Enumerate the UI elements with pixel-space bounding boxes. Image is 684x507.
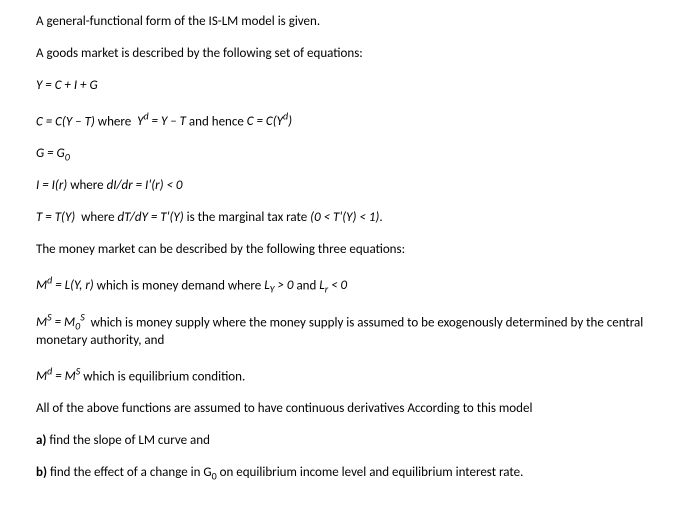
document-body: A general-functional form of the IS-LM m…: [0, 0, 684, 507]
equation-i: I = I(r) where dI/dr = I'(r) < 0: [36, 178, 648, 195]
equation-ms: MS = M0S which is money supply where the…: [36, 311, 648, 350]
equation-c: C = C(Y – T) where Yd = Y – T and hence …: [36, 110, 648, 131]
equation-t: T = T(Y) where dT/dY = T'(Y) is the marg…: [36, 210, 648, 227]
equation-y: Y = C + I + G: [36, 78, 648, 95]
para-assumption: All of the above functions are assumed t…: [36, 401, 648, 418]
para-money-market-intro: The money market can be described by the…: [36, 242, 648, 259]
para-intro: A general-functional form of the IS-LM m…: [36, 14, 648, 31]
equation-md: Md = L(Y, r) which is money demand where…: [36, 274, 648, 296]
question-a: a) find the slope of LM curve and: [36, 433, 648, 450]
para-goods-market-intro: A goods market is described by the follo…: [36, 46, 648, 63]
equation-equilibrium: Md = MS which is equilibrium condition.: [36, 365, 648, 386]
equation-g: G = G0: [36, 146, 648, 164]
question-b: b) find the effect of a change in G0 on …: [36, 465, 648, 483]
